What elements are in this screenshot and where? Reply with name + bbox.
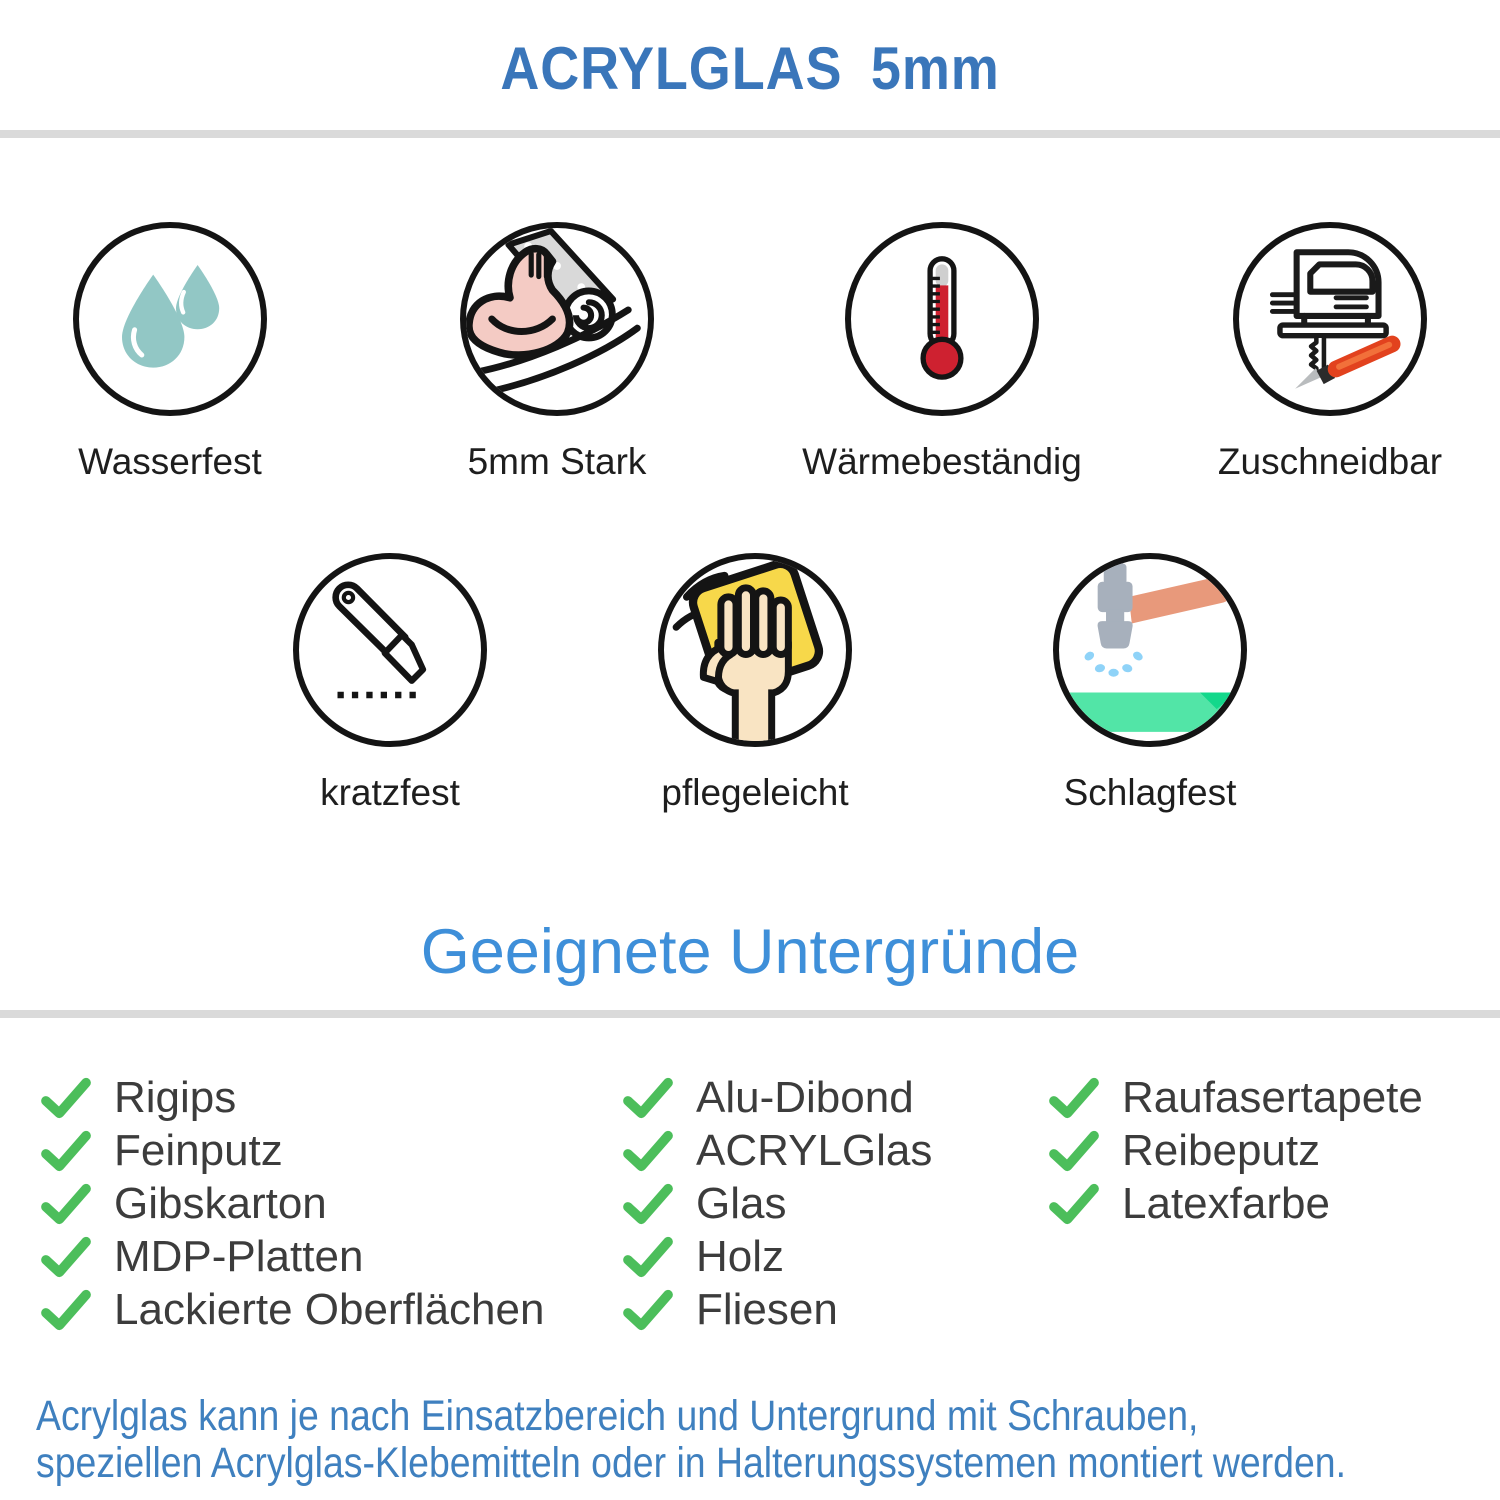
item-label: Fliesen <box>696 1284 838 1334</box>
cleaning-hand-icon <box>672 559 824 741</box>
list-item: Latexfarbe <box>1048 1177 1423 1230</box>
feature-label: Zuschneidbar <box>1217 441 1443 482</box>
footer-line-1: Acrylglas kann je nach Einsatzbereich un… <box>36 1392 1199 1440</box>
item-label: Latexfarbe <box>1122 1178 1330 1228</box>
page-title: ACRYLGLAS 5mm <box>500 35 1000 102</box>
item-label: Feinputz <box>114 1125 283 1175</box>
feature-pflegeleicht: pflegeleicht <box>575 553 935 814</box>
surfaces-column-2: Alu-Dibond ACRYLGlas Glas Holz Fliesen <box>622 1071 932 1336</box>
item-label: Rigips <box>114 1072 237 1122</box>
list-item: Feinputz <box>40 1124 544 1177</box>
feature-schlagfest: Schlagfest <box>970 553 1330 814</box>
check-icon <box>1049 1183 1099 1224</box>
jigsaw-icon <box>1269 249 1401 389</box>
muscle-arm-icon <box>466 228 641 396</box>
check-icon <box>41 1289 91 1330</box>
footer-note: Acrylglas kann je nach Einsatzbereich un… <box>36 1393 1346 1487</box>
icon-circle <box>658 553 852 747</box>
footer-line-2: speziellen Acrylglas-Klebemitteln oder i… <box>36 1439 1346 1487</box>
feature-label: 5mm Stark <box>467 441 647 482</box>
item-label: Alu-Dibond <box>696 1072 914 1122</box>
thermometer-icon <box>920 256 964 380</box>
divider-bar-middle <box>0 1010 1500 1018</box>
feature-zuschneidbar: Zuschneidbar <box>1150 222 1500 483</box>
surfaces-column-3: Raufasertapete Reibeputz Latexfarbe <box>1048 1071 1423 1230</box>
feature-kratzfest: kratzfest <box>210 553 570 814</box>
feature-5mm-stark: 5mm Stark <box>377 222 737 483</box>
list-item: Rigips <box>40 1071 544 1124</box>
check-icon <box>41 1077 91 1118</box>
list-item: ACRYLGlas <box>622 1124 932 1177</box>
icon-circle <box>460 222 654 416</box>
item-label: Holz <box>696 1231 785 1281</box>
list-item: Glas <box>622 1177 932 1230</box>
list-item: Lackierte Oberflächen <box>40 1283 544 1336</box>
item-label: Gibskarton <box>114 1178 327 1228</box>
check-icon <box>623 1236 673 1277</box>
divider-bar-top <box>0 130 1500 138</box>
check-icon <box>623 1077 673 1118</box>
icon-circle <box>293 553 487 747</box>
hammer-icon <box>1059 563 1241 732</box>
check-icon <box>623 1289 673 1330</box>
list-item: Alu-Dibond <box>622 1071 932 1124</box>
icon-circle <box>845 222 1039 416</box>
list-item: Raufasertapete <box>1048 1071 1423 1124</box>
item-label: MDP-Platten <box>114 1231 364 1281</box>
icon-circle <box>73 222 267 416</box>
check-icon <box>623 1183 673 1224</box>
check-icon <box>41 1130 91 1171</box>
list-item: Holz <box>622 1230 932 1283</box>
feature-wasserfest: Wasserfest <box>0 222 350 483</box>
feature-label: kratzfest <box>320 772 460 813</box>
list-item: MDP-Platten <box>40 1230 544 1283</box>
item-label: Lackierte Oberflächen <box>114 1284 545 1334</box>
list-item: Fliesen <box>622 1283 932 1336</box>
icon-circle <box>1053 553 1247 747</box>
item-label: Raufasertapete <box>1122 1072 1423 1122</box>
feature-label: Wasserfest <box>78 441 262 482</box>
feature-label: Wärmebeständig <box>802 441 1082 482</box>
check-icon <box>623 1130 673 1171</box>
item-label: Reibeputz <box>1122 1125 1321 1175</box>
list-item: Gibskarton <box>40 1177 544 1230</box>
check-icon <box>41 1236 91 1277</box>
item-label: ACRYLGlas <box>696 1125 933 1175</box>
surfaces-heading: Geeignete Untergründe <box>420 917 1080 987</box>
icon-circle <box>1233 222 1427 416</box>
cutter-knife-icon <box>332 581 427 699</box>
check-icon <box>1049 1077 1099 1118</box>
check-icon <box>41 1183 91 1224</box>
feature-label: Schlagfest <box>1063 772 1237 813</box>
feature-waermebestaendig: Wärmebeständig <box>762 222 1122 483</box>
item-label: Glas <box>696 1178 787 1228</box>
list-item: Reibeputz <box>1048 1124 1423 1177</box>
feature-label: pflegeleicht <box>661 772 849 813</box>
water-drops-icon <box>122 265 220 368</box>
surfaces-column-1: Rigips Feinputz Gibskarton MDP-Platten L… <box>40 1071 544 1336</box>
check-icon <box>1049 1130 1099 1171</box>
